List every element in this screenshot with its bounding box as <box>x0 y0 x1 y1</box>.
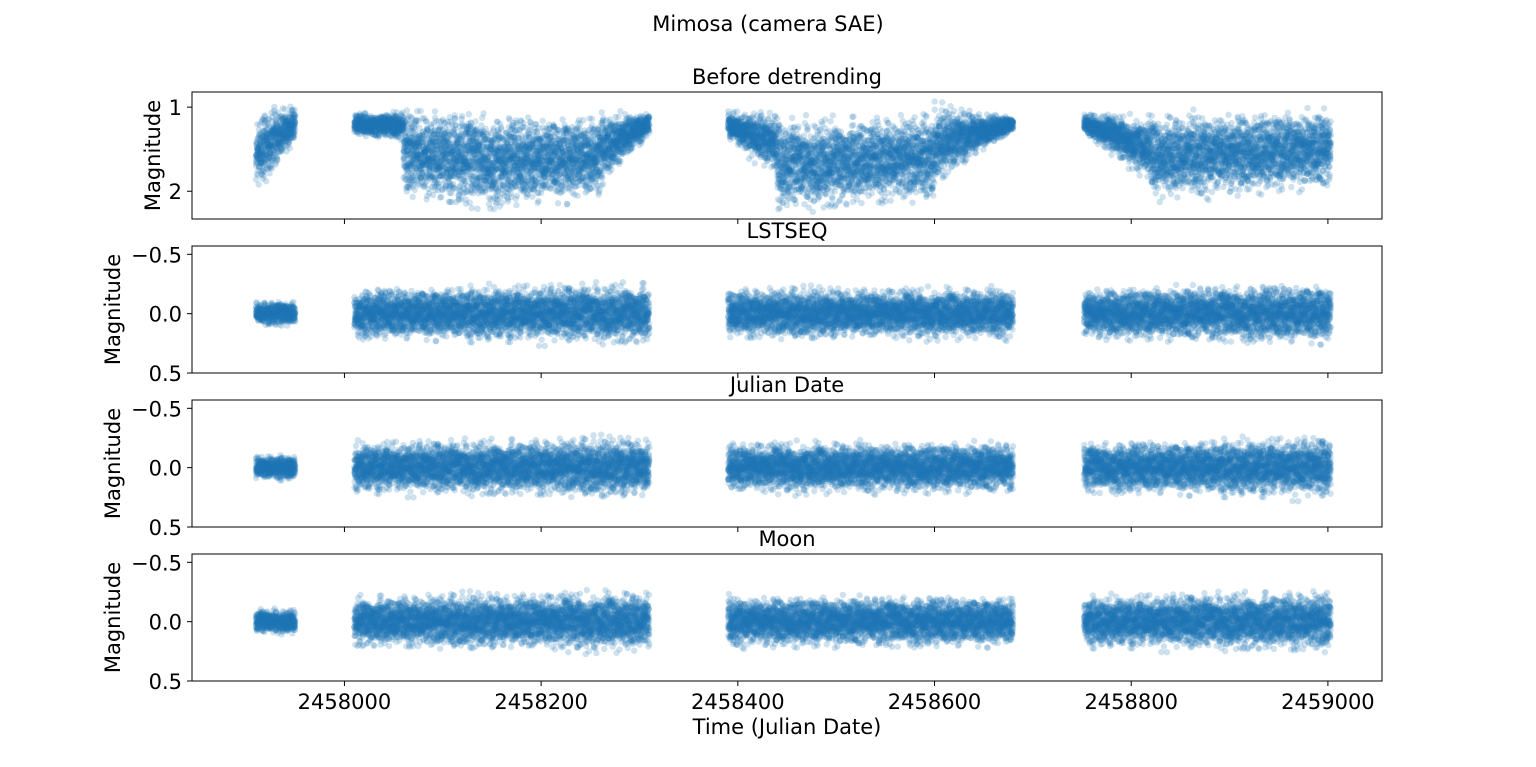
series-segment-3 <box>400 107 495 212</box>
series-segment-1 <box>253 104 299 188</box>
figure-title: Mimosa (camera SAE) <box>652 12 883 36</box>
data-point <box>263 178 269 184</box>
x-axis-label: Time (Julian Date) <box>692 715 882 739</box>
data-point <box>292 120 298 126</box>
data-point <box>287 145 293 151</box>
data-point <box>256 181 262 187</box>
data-point <box>292 127 298 133</box>
data-point <box>271 104 277 110</box>
scatter-points <box>253 98 1334 215</box>
data-point <box>274 157 280 163</box>
data-point <box>292 113 298 119</box>
series-segment-2 <box>351 109 407 143</box>
